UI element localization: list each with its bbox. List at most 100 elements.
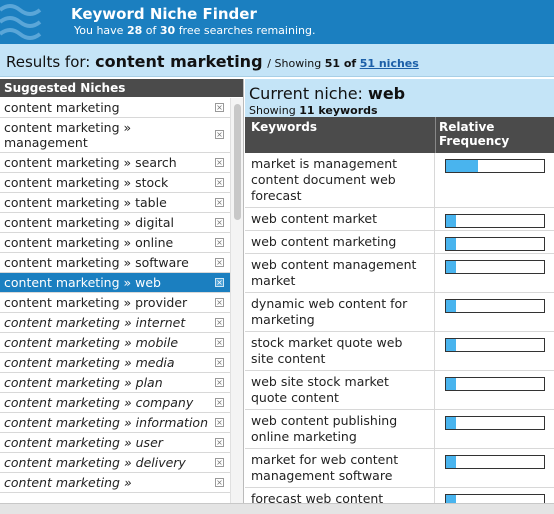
niche-item[interactable]: content marketing » plan × bbox=[0, 373, 230, 393]
keyword-text: market is management content document we… bbox=[245, 153, 435, 207]
keywords-showing-label: Showing bbox=[249, 104, 296, 117]
niche-item-label: content marketing » mobile bbox=[4, 335, 179, 350]
niche-item-label: content marketing bbox=[4, 100, 120, 115]
remove-niche-icon[interactable]: × bbox=[215, 338, 224, 347]
remove-niche-icon[interactable]: × bbox=[215, 398, 224, 407]
niche-item-label: content marketing » software bbox=[4, 255, 189, 270]
niche-item-label: content marketing » management bbox=[4, 120, 132, 150]
keyword-row[interactable]: web content market bbox=[245, 208, 554, 231]
niche-item[interactable]: content marketing » delivery × bbox=[0, 453, 230, 473]
keyword-row[interactable]: web content marketing bbox=[245, 231, 554, 254]
niche-item[interactable]: content marketing » media × bbox=[0, 353, 230, 373]
scrollbar-thumb[interactable] bbox=[234, 104, 241, 220]
keyword-text: web content publishing online marketing bbox=[245, 410, 435, 448]
niche-item[interactable]: content marketing » provider × bbox=[0, 293, 230, 313]
searches-remaining: You have 28 of 30 free searches remainin… bbox=[74, 24, 315, 37]
frequency-bar-fill bbox=[446, 300, 456, 312]
keyword-row[interactable]: dynamic web content for marketing bbox=[245, 293, 554, 332]
keyword-row[interactable]: forecast web content bbox=[245, 488, 554, 503]
niche-item-label: content marketing » company bbox=[4, 395, 194, 410]
remove-niche-icon[interactable]: × bbox=[215, 318, 224, 327]
col-keywords[interactable]: Keywords bbox=[251, 120, 318, 134]
niche-item-label: content marketing » web bbox=[4, 275, 161, 290]
niche-item[interactable]: content marketing » management × bbox=[0, 118, 230, 153]
niche-scrollbar[interactable] bbox=[230, 98, 243, 503]
niche-item[interactable]: content marketing » company × bbox=[0, 393, 230, 413]
results-showing-label: Showing bbox=[274, 57, 322, 70]
app-title: Keyword Niche Finder bbox=[71, 5, 257, 23]
keyword-text: web content marketing bbox=[245, 231, 435, 253]
searches-used: 28 bbox=[126, 24, 143, 37]
searches-suffix: free searches remaining. bbox=[178, 24, 316, 37]
frequency-bar-fill bbox=[446, 238, 456, 250]
niche-item-label: content marketing » bbox=[4, 475, 132, 490]
frequency-bar-fill bbox=[446, 417, 456, 429]
niche-item[interactable]: content marketing » information × bbox=[0, 413, 230, 433]
remove-niche-icon[interactable]: × bbox=[215, 258, 224, 267]
frequency-bar-fill bbox=[446, 261, 456, 273]
keyword-row[interactable]: web content publishing online marketing bbox=[245, 410, 554, 449]
niche-item-label: content marketing » user bbox=[4, 435, 163, 450]
niche-item-label: content marketing » stock bbox=[4, 175, 169, 190]
niche-item-label: content marketing » table bbox=[4, 195, 167, 210]
frequency-bar-fill bbox=[446, 495, 456, 503]
frequency-bar bbox=[445, 159, 545, 173]
current-niche-value: web bbox=[368, 84, 406, 103]
frequency-bar-fill bbox=[446, 339, 456, 351]
remove-niche-icon[interactable]: × bbox=[215, 418, 224, 427]
keyword-row[interactable]: stock market quote web site content bbox=[245, 332, 554, 371]
keyword-text: market for web content management softwa… bbox=[245, 449, 435, 487]
remove-niche-icon[interactable]: × bbox=[215, 358, 224, 367]
frequency-bar bbox=[445, 455, 545, 469]
niche-item[interactable]: content marketing » internet × bbox=[0, 313, 230, 333]
remove-niche-icon[interactable]: × bbox=[215, 458, 224, 467]
niche-item[interactable]: content marketing » mobile × bbox=[0, 333, 230, 353]
remove-niche-icon[interactable]: × bbox=[215, 438, 224, 447]
suggested-niches-panel: Suggested Niches content marketing × conte… bbox=[0, 79, 244, 503]
niche-item[interactable]: content marketing » user × bbox=[0, 433, 230, 453]
col-relative-frequency[interactable]: Relative Frequency bbox=[439, 120, 519, 148]
results-slash: / bbox=[267, 57, 272, 70]
app-header: Keyword Niche Finder You have 28 of 30 f… bbox=[0, 0, 554, 44]
niche-item[interactable]: content marketing » table × bbox=[0, 193, 230, 213]
niche-item-label: content marketing » digital bbox=[4, 215, 174, 230]
keyword-row[interactable]: market is management content document we… bbox=[245, 153, 554, 208]
keyword-row[interactable]: web site stock market quote content bbox=[245, 371, 554, 410]
frequency-bar bbox=[445, 494, 545, 503]
remove-niche-icon[interactable]: × bbox=[215, 198, 224, 207]
remove-niche-icon[interactable]: × bbox=[215, 218, 224, 227]
remove-niche-icon[interactable]: × bbox=[215, 278, 224, 287]
remove-niche-icon[interactable]: × bbox=[215, 238, 224, 247]
remove-niche-icon[interactable]: × bbox=[215, 298, 224, 307]
niche-item[interactable]: content marketing » × bbox=[0, 473, 230, 493]
results-label: Results for: bbox=[6, 53, 91, 71]
remove-niche-icon[interactable]: × bbox=[215, 478, 224, 487]
remove-niche-icon[interactable]: × bbox=[215, 130, 224, 139]
keywords-count: 11 keywords bbox=[299, 104, 378, 117]
remove-niche-icon[interactable]: × bbox=[215, 378, 224, 387]
waves-logo-icon bbox=[0, 4, 42, 40]
remove-niche-icon[interactable]: × bbox=[215, 178, 224, 187]
keyword-row[interactable]: market for web content management softwa… bbox=[245, 449, 554, 488]
col-divider bbox=[435, 117, 436, 153]
niche-list: content marketing × content marketing » ma… bbox=[0, 98, 230, 493]
niche-item[interactable]: content marketing » stock × bbox=[0, 173, 230, 193]
niches-link[interactable]: 51 niches bbox=[359, 57, 419, 70]
results-showing: / Showing 51 of 51 niches bbox=[267, 57, 419, 70]
remove-niche-icon[interactable]: × bbox=[215, 158, 224, 167]
niche-item[interactable]: content marketing » search × bbox=[0, 153, 230, 173]
keyword-text: web content management market bbox=[245, 254, 435, 292]
frequency-bar-fill bbox=[446, 378, 456, 390]
niche-item[interactable]: content marketing » online × bbox=[0, 233, 230, 253]
niche-item[interactable]: content marketing × bbox=[0, 98, 230, 118]
keyword-row[interactable]: web content management market bbox=[245, 254, 554, 293]
remove-niche-icon[interactable]: × bbox=[215, 103, 224, 112]
frequency-bar bbox=[445, 214, 545, 228]
suggested-niches-header: Suggested Niches bbox=[0, 79, 243, 97]
niche-item[interactable]: content marketing » software × bbox=[0, 253, 230, 273]
niche-item[interactable]: content marketing » web × bbox=[0, 273, 230, 293]
niche-item[interactable]: content marketing » digital × bbox=[0, 213, 230, 233]
niche-item-label: content marketing » information bbox=[4, 415, 208, 430]
keywords-table-body: market is management content document we… bbox=[245, 153, 554, 503]
frequency-bar bbox=[445, 299, 545, 313]
